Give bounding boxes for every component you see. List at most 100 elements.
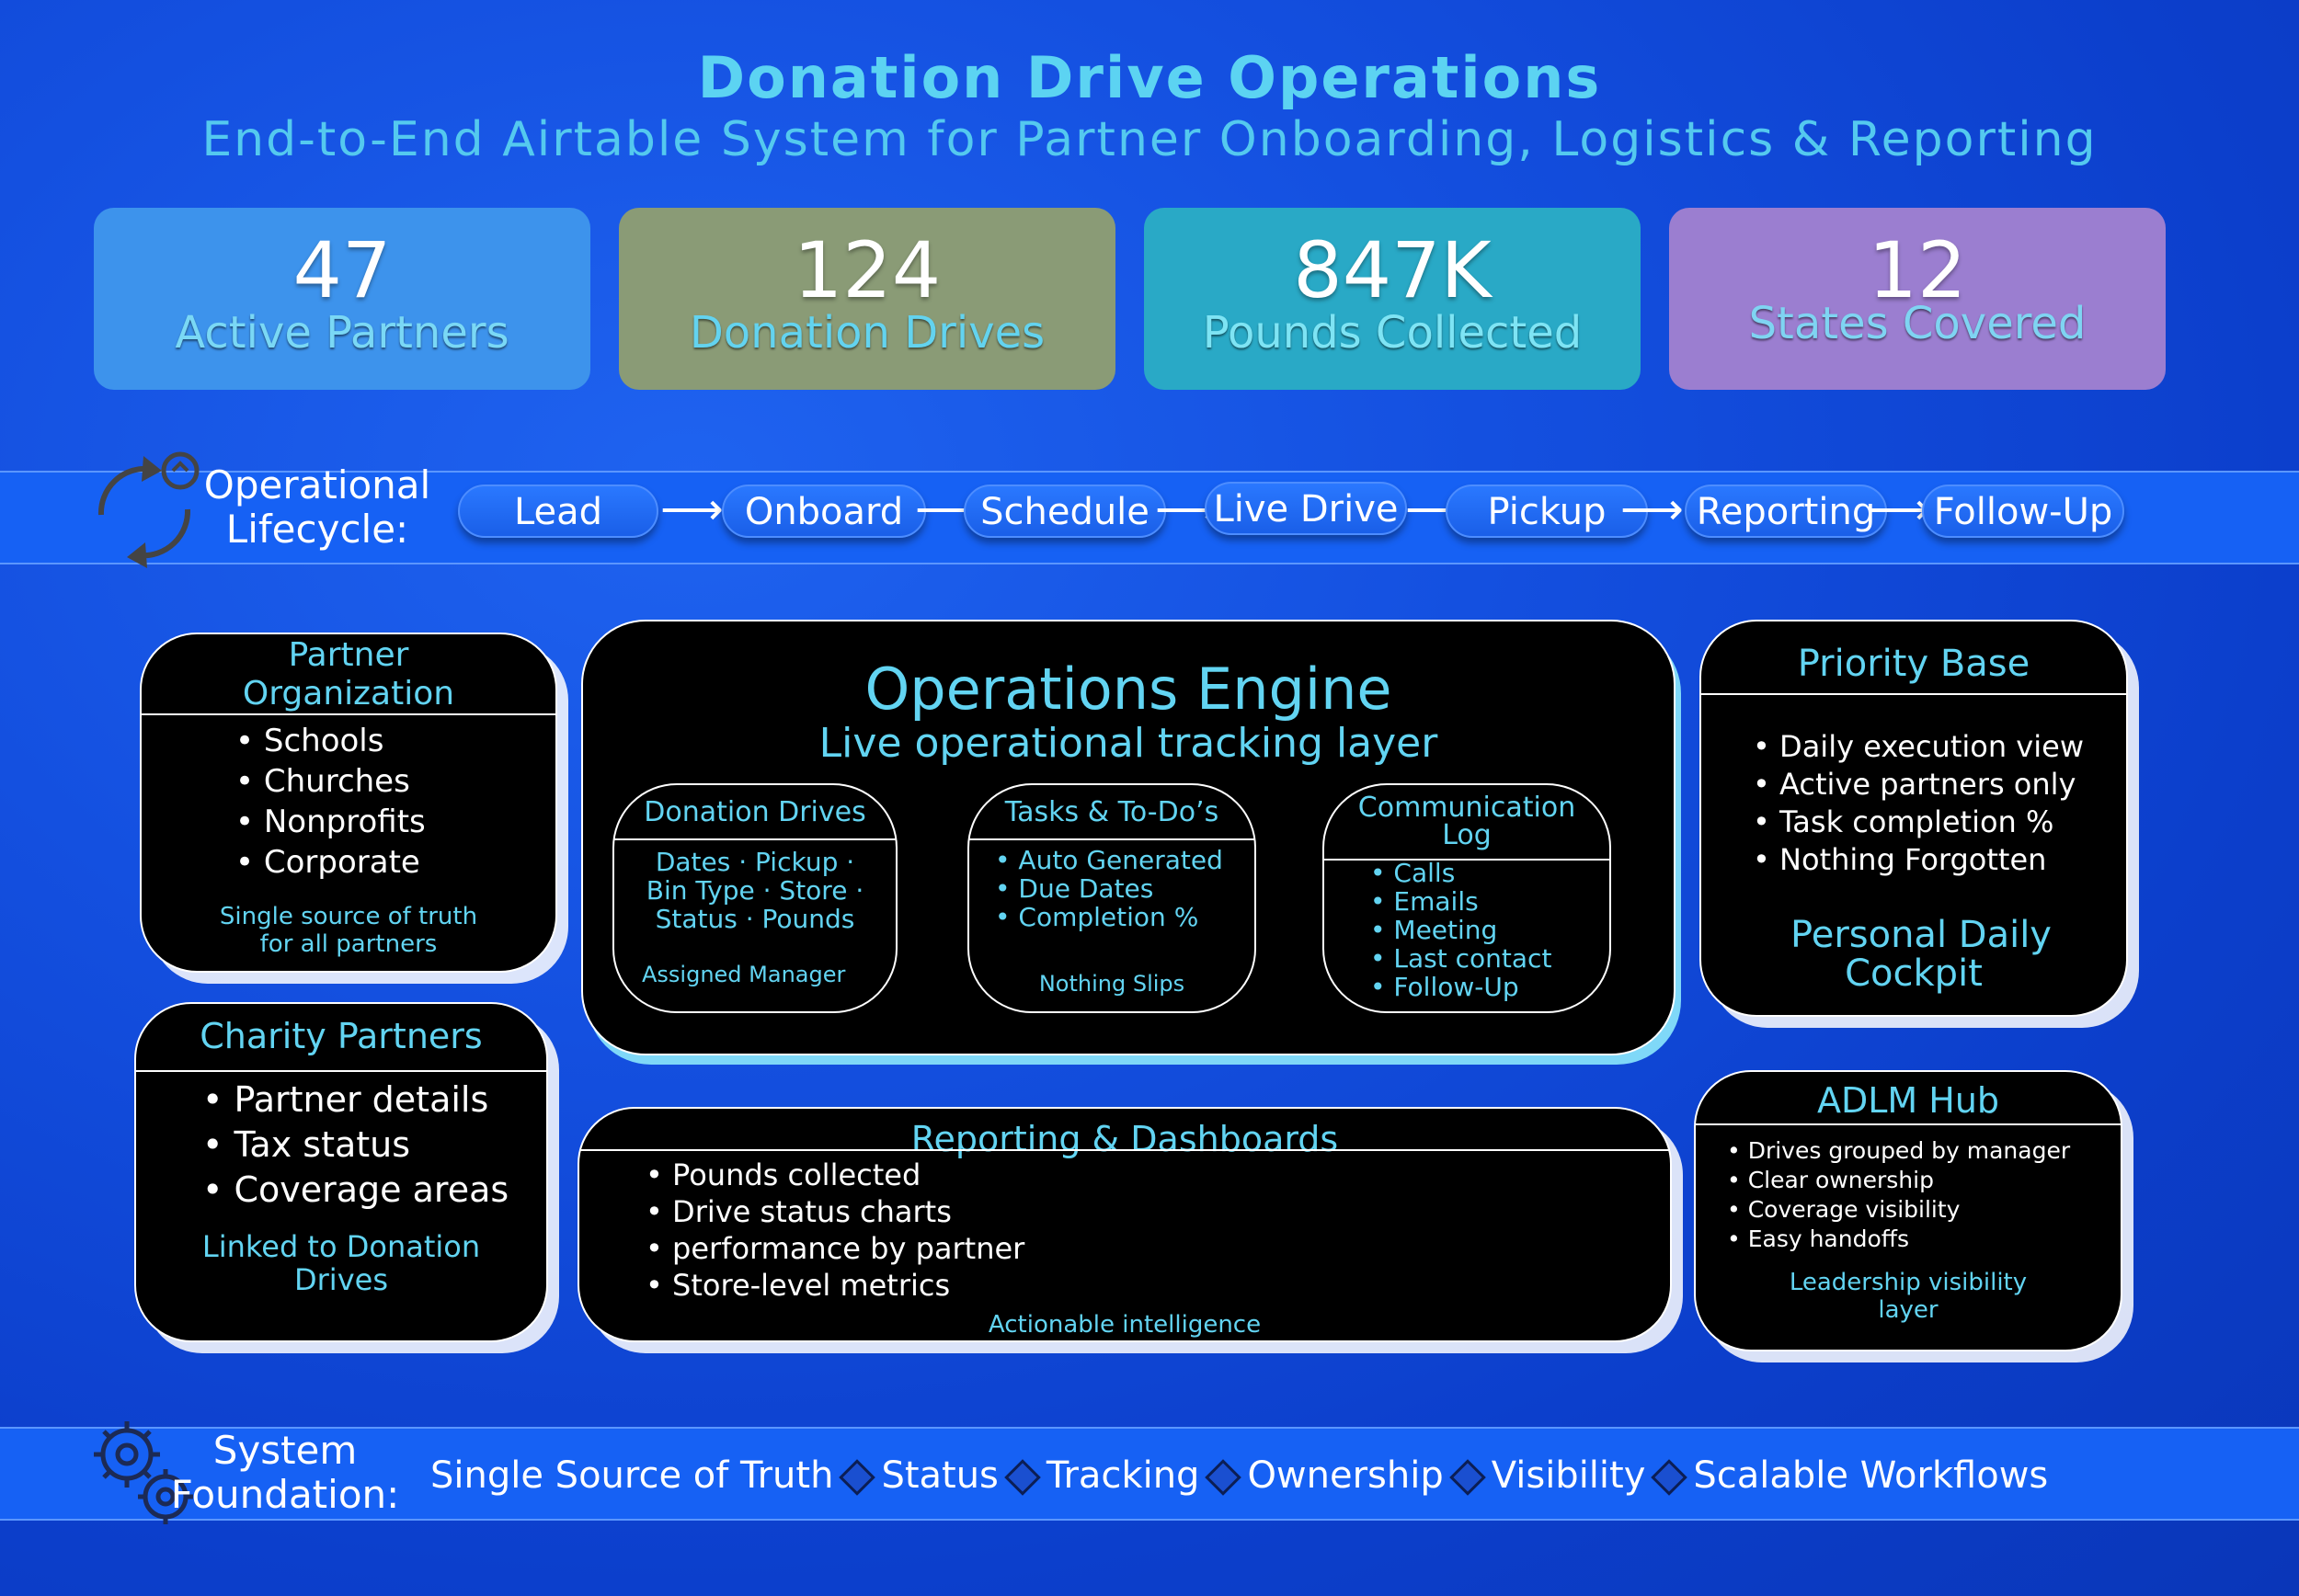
list-item: Active partners only — [1753, 766, 2084, 804]
foundation-item: Status — [881, 1454, 999, 1497]
cycle-icon — [97, 451, 200, 568]
subcard-note: Nothing Slips — [1038, 971, 1185, 997]
foundation-label: System Foundation: — [170, 1428, 400, 1517]
donation-drives-subcard: Donation Drives Dates · Pickup · Bin Typ… — [612, 783, 898, 1013]
operations-engine-card: Operations Engine Live operational track… — [581, 620, 1676, 1055]
card-title: Operations Engine — [864, 656, 1392, 723]
lifecycle-step-reporting[interactable]: Reporting — [1685, 484, 1887, 538]
lifecycle-step-pickup[interactable]: Pickup — [1446, 484, 1648, 538]
divider — [579, 1149, 1670, 1151]
stat-card-pounds-collected: 847K Pounds Collected — [1144, 208, 1641, 390]
arrow-icon: ⟶ — [1867, 484, 1930, 535]
card-subtitle: Live operational tracking layer — [818, 720, 1438, 767]
card-title: Priority Base — [1797, 643, 2030, 685]
card-title: ADLM Hub — [1816, 1080, 2000, 1121]
card-title: Charity Partners — [200, 1016, 483, 1056]
lifecycle-step-live-drive[interactable]: Live Drive — [1205, 482, 1407, 535]
communication-list: Calls Emails Meeting Last contact Follow… — [1370, 859, 1551, 1001]
list-item: Drives grouped by manager — [1727, 1136, 2070, 1166]
lifecycle-step-schedule[interactable]: Schedule — [964, 484, 1166, 538]
diamond-icon — [1448, 1459, 1486, 1496]
list-item: Nothing Forgotten — [1753, 841, 2084, 879]
list-item: Corporate — [235, 842, 426, 883]
list-item: Due Dates — [995, 874, 1223, 903]
priority-list: Daily execution view Active partners onl… — [1753, 728, 2084, 879]
divider — [142, 713, 555, 715]
divider — [969, 838, 1254, 840]
divider — [1701, 693, 2126, 695]
gear-icon — [94, 1421, 193, 1524]
list-item: Completion % — [995, 903, 1223, 931]
foundation-item: Tracking — [1046, 1454, 1200, 1497]
drive-fields: Dates · Pickup · Bin Type · Store · Stat… — [646, 847, 864, 934]
lifecycle-step-follow-up[interactable]: Follow-Up — [1922, 484, 2124, 538]
stat-card-active-partners: 47 Active Partners — [94, 208, 590, 390]
divider — [614, 838, 896, 840]
stat-label: Active Partners — [175, 307, 509, 359]
card-note: Single source of truth for all partners — [219, 903, 478, 958]
arrow-icon: ⟶ — [660, 484, 724, 535]
reporting-list: Pounds collected Drive status charts per… — [646, 1157, 1024, 1304]
lifecycle-step-onboard[interactable]: Onboard — [722, 484, 926, 538]
priority-base-card: Priority Base Daily execution view Activ… — [1699, 620, 2128, 1017]
list-item: performance by partner — [646, 1230, 1024, 1267]
tasks-list: Auto Generated Due Dates Completion % — [995, 846, 1223, 931]
card-title: Reporting & Dashboards — [910, 1119, 1339, 1159]
card-note: Actionable intelligence — [988, 1311, 1262, 1339]
adlm-hub-card: ADLM Hub Drives grouped by manager Clear… — [1694, 1070, 2122, 1351]
card-note: Leadership visibility layer — [1789, 1269, 2028, 1324]
foundation-item: Scalable Workflows — [1693, 1454, 2049, 1497]
stat-value: 847K — [1293, 225, 1492, 315]
card-note: Linked to Donation Drives — [201, 1229, 481, 1297]
list-item: Tax status — [202, 1123, 509, 1168]
list-item: Coverage visibility — [1727, 1195, 2070, 1225]
list-item: Nonprofits — [235, 802, 426, 842]
list-item: Calls — [1370, 859, 1551, 887]
adlm-list: Drives grouped by manager Clear ownershi… — [1727, 1136, 2070, 1254]
foundation-items: Single Source of Truth Status Tracking Owne… — [430, 1454, 2048, 1497]
stat-label: Donation Drives — [689, 307, 1046, 359]
list-item: Last contact — [1370, 944, 1551, 973]
list-item: Coverage areas — [202, 1168, 509, 1213]
page-subtitle: End-to-End Airtable System for Partner O… — [201, 112, 2098, 167]
diamond-icon — [1004, 1459, 1041, 1496]
stat-label: Pounds Collected — [1202, 307, 1583, 359]
list-item: Emails — [1370, 887, 1551, 916]
stat-card-donation-drives: 124 Donation Drives — [619, 208, 1115, 390]
communication-log-subcard: Communication Log Calls Emails Meeting L… — [1322, 783, 1611, 1013]
stat-value: 12 — [1868, 225, 1967, 315]
subcard-note: Assigned Manager — [642, 962, 846, 987]
stat-label: States Covered — [1748, 298, 2087, 349]
lifecycle-label: Operational Lifecycle: — [203, 462, 431, 552]
lifecycle-step-lead[interactable]: Lead — [458, 484, 658, 538]
diamond-icon — [1205, 1459, 1242, 1496]
foundation-item: Ownership — [1247, 1454, 1444, 1497]
partner-organization-card: Partner Organization Schools Churches No… — [140, 633, 557, 973]
diamond-icon — [839, 1459, 876, 1496]
subcard-title: Tasks & To-Do’s — [1004, 796, 1219, 828]
stat-value: 124 — [793, 225, 942, 315]
list-item: Pounds collected — [646, 1157, 1024, 1193]
list-item: Auto Generated — [995, 846, 1222, 874]
subcard-title: Donation Drives — [644, 796, 866, 828]
divider — [1696, 1123, 2121, 1125]
divider — [136, 1070, 546, 1072]
list-item: Partner details — [202, 1077, 509, 1123]
charity-partners-card: Charity Partners Partner details Tax sta… — [134, 1002, 548, 1342]
list-item: Follow-Up — [1370, 973, 1551, 1001]
list-item: Store-level metrics — [646, 1267, 1024, 1304]
reporting-dashboards-card: Reporting & Dashboards Pounds collected … — [578, 1107, 1672, 1342]
subcard-title: Communication Log — [1357, 792, 1576, 851]
tasks-subcard: Tasks & To-Do’s Auto Generated Due Dates… — [967, 783, 1256, 1013]
stat-card-states-covered: 12 States Covered — [1669, 208, 2166, 390]
list-item: Task completion % — [1753, 804, 2084, 841]
foundation-item: Visibility — [1491, 1454, 1646, 1497]
stat-value: 47 — [292, 225, 392, 315]
list-item: Schools — [235, 721, 426, 761]
list-item: Easy handoffs — [1727, 1225, 2070, 1254]
foundation-item: Single Source of Truth — [430, 1454, 834, 1497]
list-item: Meeting — [1370, 916, 1551, 944]
charity-details-list: Partner details Tax status Coverage area… — [202, 1077, 509, 1213]
list-item: Drive status charts — [646, 1193, 1024, 1230]
diamond-icon — [1651, 1459, 1688, 1496]
